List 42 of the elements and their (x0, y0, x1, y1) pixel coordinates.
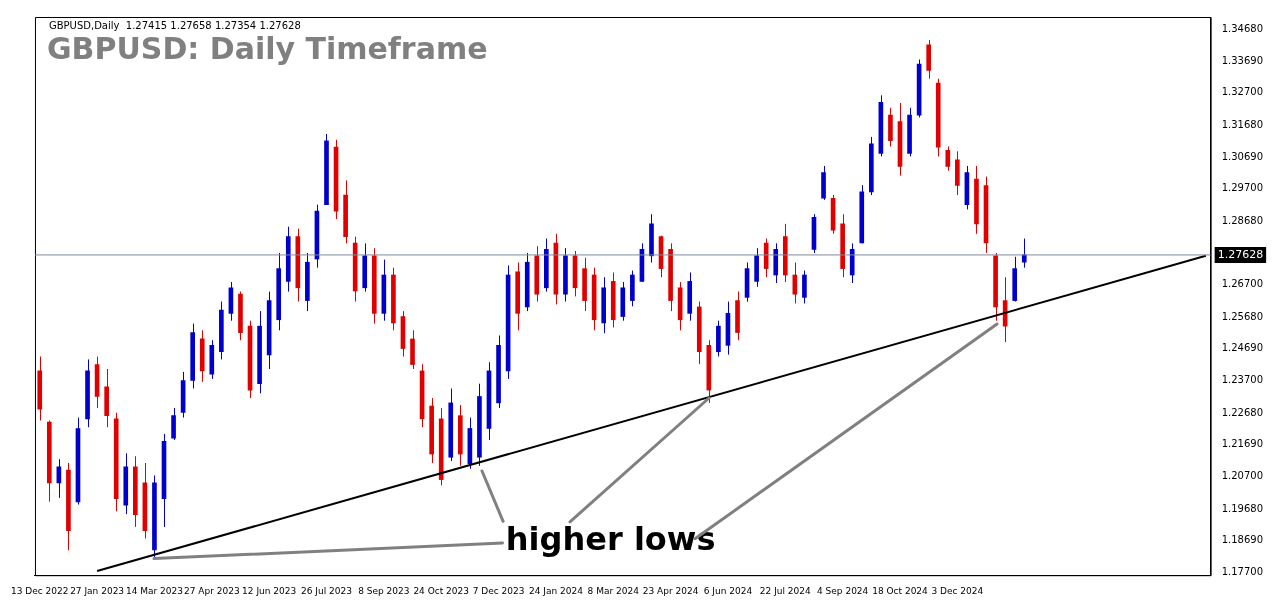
candlestick (802, 270, 807, 304)
x-tick-label: 7 Dec 2023 (472, 585, 525, 596)
y-tick-label: 1.22680 (1221, 406, 1264, 418)
x-tick-label: 27 Apr 2023 (183, 585, 240, 596)
x-tick-label: 24 Jan 2024 (528, 585, 584, 596)
x-tick-label: 6 Jun 2024 (703, 585, 753, 596)
x-tick-label: 23 Apr 2024 (642, 585, 699, 596)
y-tick-label: 1.21690 (1221, 438, 1264, 450)
x-tick-label: 14 Mar 2023 (125, 585, 183, 596)
y-tick-label: 1.25680 (1221, 310, 1264, 322)
x-tick-label: 18 Oct 2024 (872, 585, 929, 596)
x-tick-label: 3 Dec 2024 (931, 585, 984, 596)
y-tick-label: 1.32700 (1221, 86, 1264, 98)
y-tick-label: 1.33690 (1221, 54, 1264, 66)
y-tick-label: 1.30690 (1221, 150, 1264, 162)
x-tick-label: 13 Dec 2022 (11, 585, 69, 596)
y-tick-label: 1.28680 (1221, 214, 1264, 226)
x-tick-label: 24 Oct 2023 (413, 585, 470, 596)
x-tick-label: 26 Jul 2023 (301, 585, 352, 596)
x-tick-label: 8 Mar 2024 (587, 585, 640, 596)
y-tick-label: 1.24690 (1221, 342, 1264, 354)
annotation: higher lows (505, 520, 716, 559)
y-tick-label: 1.18690 (1221, 534, 1264, 546)
y-tick-label: 1.17700 (1221, 565, 1264, 577)
ref-line-label: 1.27628 (1217, 247, 1264, 261)
x-tick-label: 12 Jun 2023 (242, 585, 297, 596)
y-tick-label: 1.19680 (1221, 502, 1264, 514)
y-tick-label: 1.20700 (1221, 470, 1264, 482)
x-tick-label: 4 Sep 2024 (816, 585, 869, 596)
candlestick (1021, 238, 1027, 269)
y-tick-label: 1.31680 (1221, 118, 1264, 130)
y-tick-label: 1.26700 (1221, 278, 1264, 290)
text: GBPUSD: Daily Timeframe (46, 31, 488, 66)
y-tick-label: 1.23700 (1221, 374, 1264, 386)
y-tick-label: 1.29700 (1221, 182, 1264, 194)
y-tick-label: 1.34680 (1221, 23, 1264, 35)
x-tick-label: 8 Sep 2023 (358, 585, 410, 596)
candlestick (171, 407, 176, 441)
x-tick-label: 27 Jan 2023 (70, 585, 125, 596)
candlestick (945, 145, 951, 172)
x-tick-label: 22 Jul 2024 (759, 585, 812, 596)
chart-subtitle: GBPUSD,Daily 1.27415 1.27658 1.27354 1.27628 (48, 20, 301, 31)
